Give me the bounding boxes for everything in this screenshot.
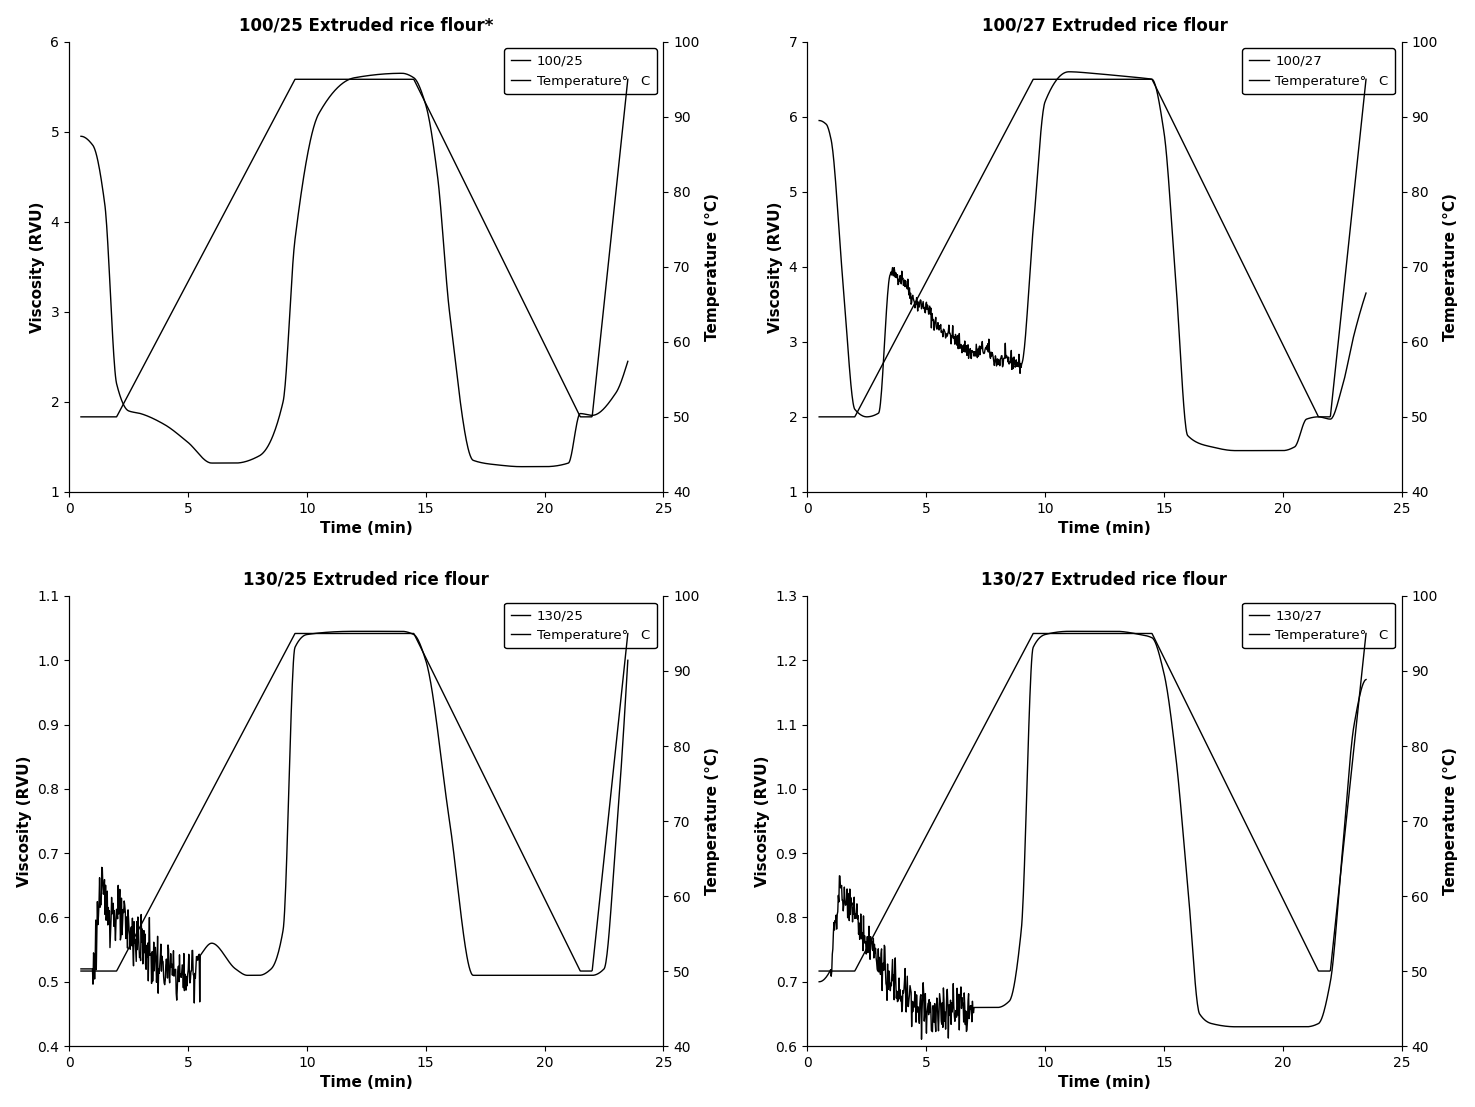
Legend: 100/25, Temperature°   C: 100/25, Temperature° C bbox=[504, 49, 656, 94]
Legend: 100/27, Temperature°   C: 100/27, Temperature° C bbox=[1242, 49, 1395, 94]
Y-axis label: Temperature (°C): Temperature (°C) bbox=[1444, 747, 1459, 894]
Y-axis label: Temperature (°C): Temperature (°C) bbox=[1444, 193, 1459, 341]
X-axis label: Time (min): Time (min) bbox=[1058, 1075, 1151, 1090]
X-axis label: Time (min): Time (min) bbox=[320, 1075, 413, 1090]
X-axis label: Time (min): Time (min) bbox=[1058, 521, 1151, 536]
Y-axis label: Temperature (°C): Temperature (°C) bbox=[705, 193, 720, 341]
Legend: 130/25, Temperature°   C: 130/25, Temperature° C bbox=[504, 602, 656, 649]
Y-axis label: Viscosity (RVU): Viscosity (RVU) bbox=[16, 755, 31, 887]
X-axis label: Time (min): Time (min) bbox=[320, 521, 413, 536]
Y-axis label: Viscosity (RVU): Viscosity (RVU) bbox=[30, 201, 44, 332]
Y-axis label: Temperature (°C): Temperature (°C) bbox=[705, 747, 720, 894]
Title: 100/25 Extruded rice flour*: 100/25 Extruded rice flour* bbox=[239, 17, 494, 34]
Title: 130/25 Extruded rice flour: 130/25 Extruded rice flour bbox=[243, 571, 490, 589]
Y-axis label: Viscosity (RVU): Viscosity (RVU) bbox=[768, 201, 783, 332]
Y-axis label: Viscosity (RVU): Viscosity (RVU) bbox=[755, 755, 770, 887]
Title: 100/27 Extruded rice flour: 100/27 Extruded rice flour bbox=[981, 17, 1227, 34]
Legend: 130/27, Temperature°   C: 130/27, Temperature° C bbox=[1242, 602, 1395, 649]
Title: 130/27 Extruded rice flour: 130/27 Extruded rice flour bbox=[981, 571, 1227, 589]
